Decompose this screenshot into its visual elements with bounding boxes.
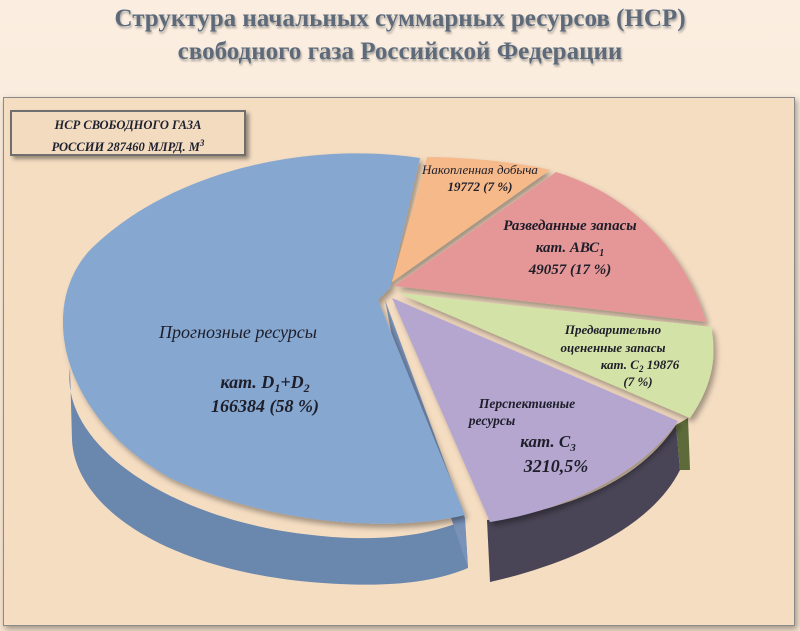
label-explored-category: кат. АВС1 [536, 240, 604, 259]
side-forecast [69, 368, 469, 585]
slice-explored [394, 172, 706, 322]
label-accumulated-name: Накопленная добыча [421, 162, 538, 177]
slice-forecast [62, 153, 465, 524]
title-line-2: свободного газа Российской Федерации [177, 38, 623, 65]
slice-preliminary [398, 293, 714, 418]
total-unit-superscript: 3 [199, 138, 205, 148]
total-line-2: РОССИИ 287460 МЛРД. М3 [51, 138, 205, 155]
label-preliminary-name-2: оцененные запасы [560, 340, 665, 355]
label-preliminary-name-1: Предварительно [564, 322, 662, 337]
side-prospective [487, 425, 680, 582]
label-accumulated-value: 19772 (7 %) [448, 179, 513, 194]
slice-labels: Прогнозные ресурсы кат. D1+D2 166384 (58… [158, 162, 680, 476]
label-prospective-name-2: ресурсы [468, 413, 515, 428]
label-explored-value: 49057 (17 %) [528, 262, 612, 278]
label-forecast-category: кат. D1+D2 [220, 372, 309, 395]
slice-accumulated [392, 157, 550, 282]
label-preliminary-value: (7 %) [623, 374, 652, 389]
side-preliminary [676, 418, 690, 470]
label-prospective-category: кат. С3 [520, 432, 576, 454]
pie-slices [62, 153, 714, 524]
label-preliminary-category: кат. С2 19876 [601, 357, 680, 374]
title-line-1: Структура начальных суммарных ресурсов (… [114, 5, 686, 32]
label-explored-name: Разведанные запасы [503, 218, 636, 234]
chart-title: Структура начальных суммарных ресурсов (… [0, 2, 800, 68]
slice-prospective [392, 298, 678, 522]
label-prospective-name-1: Перспективные [478, 396, 575, 411]
label-forecast-value: 166384 (58 %) [211, 396, 319, 417]
total-line-1: НСР СВОБОДНОГО ГАЗА [54, 118, 202, 132]
label-forecast-name: Прогнозные ресурсы [158, 322, 317, 342]
total-resources-box: НСР СВОБОДНОГО ГАЗА РОССИИ 287460 МЛРД. … [10, 110, 246, 156]
label-prospective-value: 3210,5% [523, 456, 589, 476]
